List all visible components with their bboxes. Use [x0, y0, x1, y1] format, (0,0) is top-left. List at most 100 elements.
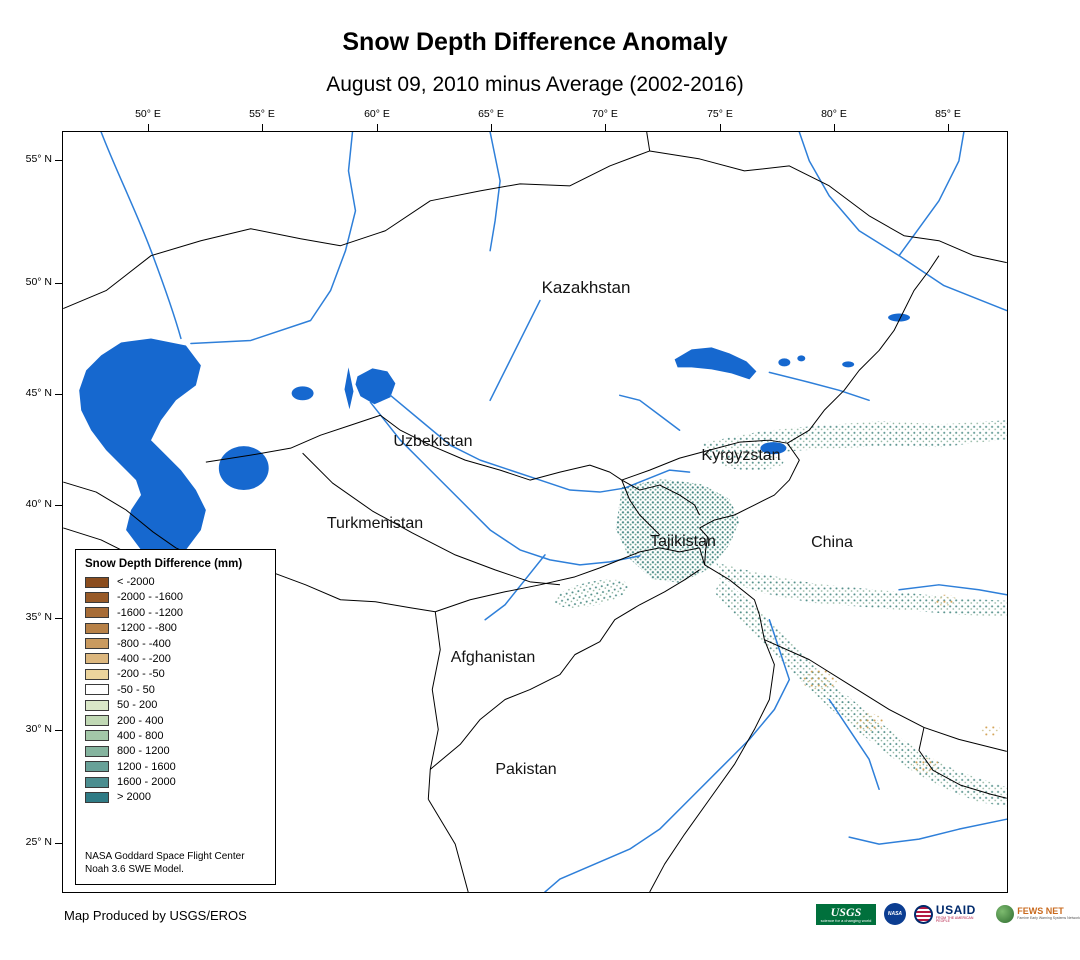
country-label-kazakhstan: Kazakhstan	[541, 278, 631, 297]
kazakhstan-uzbekistan-border	[205, 414, 623, 481]
kazakhstan-kyrgyzstan-border	[621, 439, 788, 481]
tarim-river	[898, 584, 1007, 596]
himalaya-anomaly	[714, 577, 1007, 807]
lat-tick-label: 30° N	[25, 723, 52, 735]
lat-tick-label: 50° N	[25, 276, 52, 288]
aral-sea	[355, 368, 396, 405]
legend-label: -800 - -400	[117, 637, 171, 650]
country-label-china: China	[811, 534, 853, 551]
nepal-border	[918, 727, 1007, 799]
legend-row: 1600 - 2000	[85, 776, 266, 788]
country-label-uzbekistan: Uzbekistan	[393, 433, 473, 450]
lat-tick-mark	[55, 730, 62, 731]
kara-bogaz-gol	[218, 446, 269, 491]
lon-tick-label: 50° E	[135, 108, 161, 120]
legend-row: 400 - 800	[85, 730, 266, 742]
legend-note-line1: NASA Goddard Space Flight Center	[85, 851, 245, 862]
sarysu-river	[489, 299, 541, 402]
russia-kazakhstan-border	[63, 150, 1007, 309]
kyrgyz-range-anomaly	[719, 454, 784, 471]
legend-label: -50 - 50	[117, 683, 155, 696]
legend-row: -800 - -400	[85, 638, 266, 650]
legend-swatch	[85, 730, 109, 742]
legend-row: -1600 - -1200	[85, 607, 266, 619]
legend-swatch	[85, 684, 109, 696]
legend-row: 50 - 200	[85, 699, 266, 711]
lat-tick-mark	[55, 160, 62, 161]
country-label-tajikistan: Tajikistan	[650, 533, 716, 550]
aral-sea-west-strip	[344, 367, 354, 410]
issyk-kul	[760, 442, 787, 455]
legend-title: Snow Depth Difference (mm)	[85, 558, 243, 570]
legend-swatch	[85, 653, 109, 665]
ishim-river	[489, 132, 501, 252]
legend-swatch	[85, 668, 109, 680]
legend-swatch	[85, 745, 109, 757]
sasykkol-lake	[797, 355, 806, 362]
usaid-logo-text: USAID	[935, 903, 976, 918]
lon-tick-mark	[605, 124, 606, 131]
murghab-river	[484, 554, 546, 621]
legend-swatch	[85, 699, 109, 711]
zaysan-lake	[888, 313, 911, 322]
legend-label: 50 - 200	[117, 699, 158, 712]
volga-river	[100, 132, 182, 340]
partner-logos: USGS science for a changing world NASA U…	[816, 901, 1080, 927]
legend-label: -200 - -50	[117, 668, 165, 681]
legend-row: > 2000	[85, 791, 266, 803]
alakol-lake	[778, 358, 791, 367]
legend-row: -1200 - -800	[85, 622, 266, 634]
country-label-turkmenistan: Turkmenistan	[326, 515, 424, 532]
legend-row: -400 - -200	[85, 653, 266, 665]
lon-tick-mark	[148, 124, 149, 131]
legend-swatch	[85, 776, 109, 788]
lon-tick-label: 55° E	[249, 108, 275, 120]
lon-tick-label: 80° E	[821, 108, 847, 120]
legend-row: -2000 - -1600	[85, 591, 266, 603]
nasa-logo-text: NASA	[887, 911, 903, 917]
usgs-logo-text: USGS	[830, 904, 862, 919]
tajikistan-china-border	[699, 527, 709, 565]
legend-label: > 2000	[117, 791, 151, 804]
lat-tick-label: 55° N	[25, 153, 52, 165]
legend-panel: Snow Depth Difference (mm) < -2000 -2000…	[75, 549, 276, 885]
legend-swatch	[85, 607, 109, 619]
lat-tick-label: 35° N	[25, 611, 52, 623]
usaid-emblem-icon	[913, 904, 933, 924]
legend-row: 200 - 400	[85, 715, 266, 727]
legend-label: 1600 - 2000	[117, 776, 176, 789]
legend-label: 800 - 1200	[117, 745, 170, 758]
uzbekistan-turkmenistan-border	[302, 452, 560, 586]
wakhan-border	[699, 547, 706, 566]
legend-label: -400 - -200	[117, 652, 171, 665]
lat-tick-mark	[55, 843, 62, 844]
legend-note-line2: Noah 3.6 SWE Model.	[85, 864, 184, 875]
water-bodies-layer	[79, 313, 911, 558]
nasa-logo: NASA	[883, 903, 906, 925]
legend-swatch	[85, 622, 109, 634]
lake-balkhash	[674, 347, 757, 380]
country-label-afghanistan: Afghanistan	[450, 649, 536, 666]
syr-darya-river	[389, 394, 691, 493]
legend-row: 800 - 1200	[85, 745, 266, 757]
legend-note: NASA Goddard Space Flight Center Noah 3.…	[85, 850, 266, 876]
ganges-river	[848, 818, 1007, 845]
legend-label: -2000 - -1600	[117, 591, 184, 604]
usaid-logo: USAID FROM THE AMERICAN PEOPLE	[913, 903, 988, 924]
amu-darya-river	[369, 401, 641, 566]
sutlej-river	[828, 698, 880, 791]
usgs-logo: USGS science for a changing world	[816, 903, 876, 925]
lon-tick-label: 75° E	[707, 108, 733, 120]
irtysh-river	[798, 132, 1007, 312]
chu-river	[619, 394, 681, 431]
legend-label: -1200 - -800	[117, 622, 177, 635]
ural-river	[190, 132, 357, 345]
iran-pakistan-border	[427, 798, 469, 892]
legend-label: 1200 - 1600	[117, 760, 176, 773]
kyrgyzstan-china-border	[699, 442, 800, 529]
legend-row: 1200 - 1600	[85, 761, 266, 773]
lon-tick-label: 85° E	[935, 108, 961, 120]
legend-label: < -2000	[117, 576, 155, 588]
pakistan-india-border	[649, 614, 775, 892]
fewsnet-logo: FEWS NET Famine Early Warning Systems Ne…	[996, 905, 1080, 923]
